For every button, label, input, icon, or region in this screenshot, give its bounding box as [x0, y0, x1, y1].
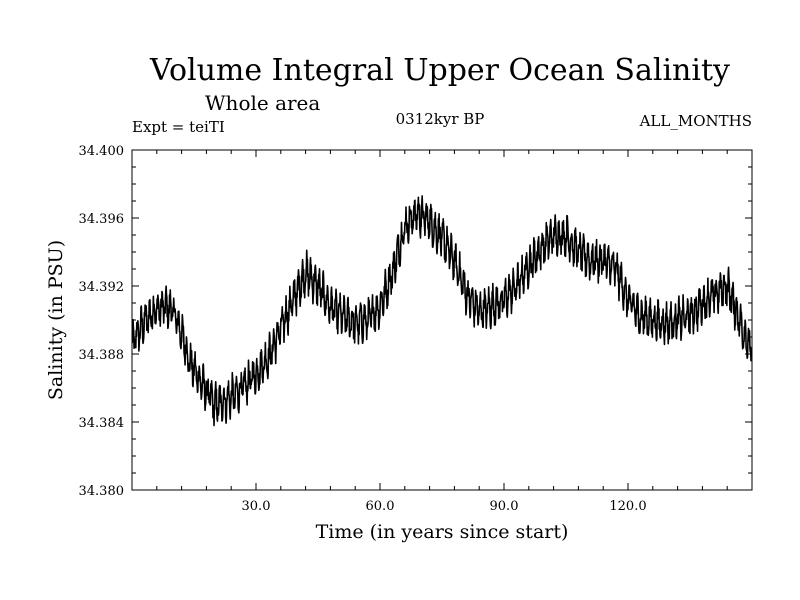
- months-label: ALL_MONTHS: [639, 112, 752, 130]
- period-label: 0312kyr BP: [396, 110, 485, 128]
- x-axis-label: Time (in years since start): [316, 521, 569, 543]
- salinity-series-line: [131, 195, 753, 427]
- y-tick-label: 34.396: [79, 212, 125, 227]
- y-tick-label: 34.392: [79, 280, 125, 295]
- y-axis-label: Salinity (in PSU): [45, 240, 67, 400]
- tick-layer: 34.380 34.384 34.388 34.392 34.396 34.400 30.0…: [79, 144, 752, 514]
- y-tick-label: 34.388: [79, 348, 125, 363]
- x-tick-label: 30.0: [242, 499, 271, 514]
- y-tick-label: 34.400: [79, 144, 125, 159]
- x-tick-label: 90.0: [490, 499, 519, 514]
- experiment-label: Expt = teiTI: [132, 118, 225, 136]
- y-tick-label: 34.380: [79, 484, 125, 499]
- chart-subtitle: Whole area: [205, 91, 320, 115]
- x-tick-label: 60.0: [366, 499, 395, 514]
- data-layer: [131, 195, 753, 427]
- x-tick-label: 120.0: [609, 499, 646, 514]
- chart-title: Volume Integral Upper Ocean Salinity: [149, 53, 730, 88]
- y-tick-label: 34.384: [79, 416, 125, 431]
